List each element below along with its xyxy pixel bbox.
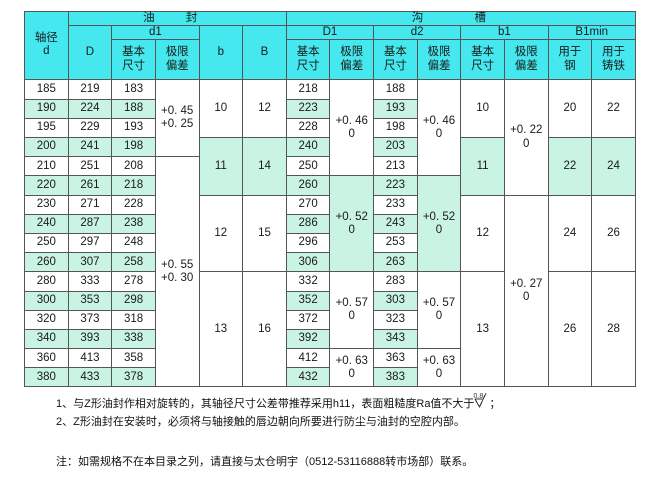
- svg-text:0.8: 0.8: [474, 393, 484, 400]
